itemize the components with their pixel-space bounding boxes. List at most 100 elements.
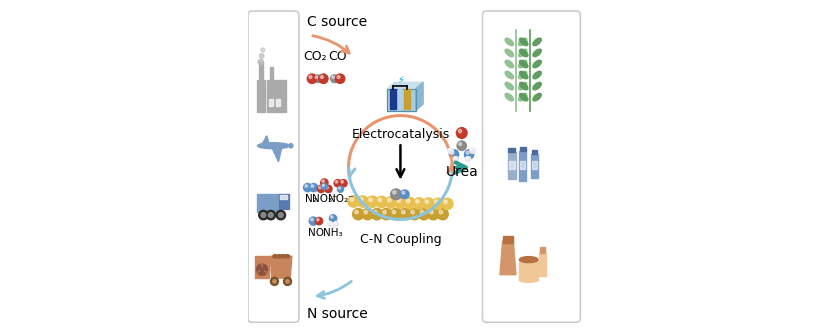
Circle shape xyxy=(356,195,369,208)
Ellipse shape xyxy=(505,38,514,46)
Circle shape xyxy=(393,191,396,194)
Ellipse shape xyxy=(289,144,293,148)
Bar xyxy=(270,67,273,80)
FancyBboxPatch shape xyxy=(248,11,299,322)
Polygon shape xyxy=(387,82,423,89)
Bar xyxy=(276,99,280,106)
Circle shape xyxy=(470,149,473,151)
Circle shape xyxy=(441,198,454,210)
Ellipse shape xyxy=(519,71,528,79)
Circle shape xyxy=(378,198,381,202)
Text: C-N Coupling: C-N Coupling xyxy=(360,233,441,246)
Circle shape xyxy=(261,213,266,217)
Circle shape xyxy=(315,217,323,225)
Circle shape xyxy=(266,210,275,220)
Circle shape xyxy=(268,213,273,217)
Circle shape xyxy=(302,183,312,192)
Circle shape xyxy=(331,216,333,218)
Ellipse shape xyxy=(533,49,541,57)
Circle shape xyxy=(465,156,471,162)
Circle shape xyxy=(333,179,342,188)
Ellipse shape xyxy=(519,60,527,68)
Polygon shape xyxy=(500,241,516,275)
Circle shape xyxy=(455,127,468,139)
Wedge shape xyxy=(258,270,266,275)
Ellipse shape xyxy=(519,71,527,79)
Circle shape xyxy=(348,116,452,219)
Circle shape xyxy=(309,183,318,192)
Circle shape xyxy=(352,208,365,220)
Circle shape xyxy=(399,208,411,220)
Ellipse shape xyxy=(533,38,541,46)
Bar xyxy=(519,147,526,151)
Circle shape xyxy=(403,197,416,209)
Circle shape xyxy=(364,210,367,214)
Circle shape xyxy=(311,218,313,221)
Ellipse shape xyxy=(519,277,538,282)
Circle shape xyxy=(376,196,388,208)
Circle shape xyxy=(385,196,397,209)
Circle shape xyxy=(406,199,410,203)
Bar xyxy=(258,62,263,80)
Ellipse shape xyxy=(505,60,514,68)
Circle shape xyxy=(283,277,292,285)
Circle shape xyxy=(305,185,307,187)
Ellipse shape xyxy=(505,49,514,57)
Wedge shape xyxy=(257,265,262,271)
Text: CO: CO xyxy=(328,51,347,63)
Circle shape xyxy=(330,74,339,83)
Polygon shape xyxy=(272,147,282,162)
Circle shape xyxy=(359,198,363,201)
Ellipse shape xyxy=(533,93,541,101)
Ellipse shape xyxy=(533,82,541,90)
Circle shape xyxy=(329,214,337,223)
Circle shape xyxy=(452,156,459,162)
Ellipse shape xyxy=(519,60,528,68)
Circle shape xyxy=(390,188,402,200)
Polygon shape xyxy=(416,82,423,111)
Polygon shape xyxy=(270,256,292,278)
Circle shape xyxy=(270,277,278,285)
Bar xyxy=(519,260,538,280)
Circle shape xyxy=(466,151,470,154)
Circle shape xyxy=(392,210,396,214)
Circle shape xyxy=(431,197,445,210)
Circle shape xyxy=(258,210,268,220)
Ellipse shape xyxy=(505,71,514,79)
Text: Urea: Urea xyxy=(446,165,479,179)
Bar xyxy=(280,195,288,199)
Text: CO₂: CO₂ xyxy=(303,51,327,63)
Ellipse shape xyxy=(519,82,527,90)
Circle shape xyxy=(276,210,286,220)
Bar xyxy=(279,194,289,209)
Circle shape xyxy=(449,149,460,160)
FancyBboxPatch shape xyxy=(483,11,580,322)
Circle shape xyxy=(332,76,334,78)
Circle shape xyxy=(466,157,468,159)
Circle shape xyxy=(447,147,454,154)
Circle shape xyxy=(435,200,438,204)
Circle shape xyxy=(411,210,415,214)
Ellipse shape xyxy=(505,93,514,101)
Circle shape xyxy=(436,208,449,220)
Ellipse shape xyxy=(285,255,289,258)
Bar xyxy=(387,89,416,111)
Circle shape xyxy=(454,157,455,159)
Circle shape xyxy=(333,221,339,227)
Circle shape xyxy=(337,186,344,193)
Circle shape xyxy=(459,129,462,133)
Circle shape xyxy=(373,210,377,214)
Circle shape xyxy=(451,151,454,154)
Circle shape xyxy=(328,222,330,224)
Circle shape xyxy=(470,147,476,154)
Ellipse shape xyxy=(533,71,541,79)
Circle shape xyxy=(313,74,322,83)
Bar xyxy=(509,148,515,152)
Bar xyxy=(268,80,286,112)
Ellipse shape xyxy=(505,82,514,90)
Circle shape xyxy=(261,48,265,52)
Text: ⚡: ⚡ xyxy=(397,75,404,85)
Ellipse shape xyxy=(519,82,528,90)
Circle shape xyxy=(273,280,276,283)
Wedge shape xyxy=(262,265,268,271)
